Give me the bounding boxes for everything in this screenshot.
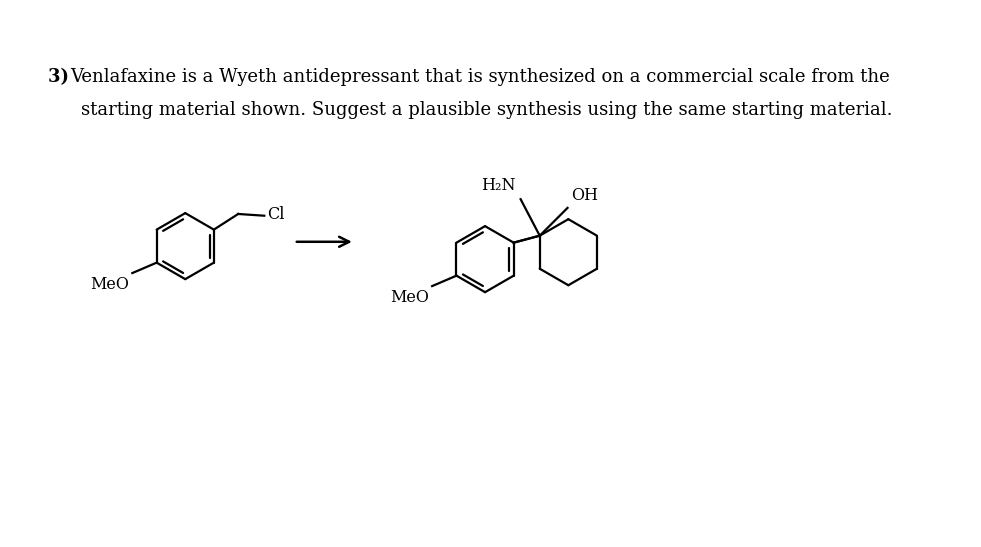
Text: Cl: Cl [267, 206, 284, 223]
Text: 3): 3) [48, 68, 76, 86]
Text: MeO: MeO [389, 289, 429, 306]
Text: Venlafaxine is a Wyeth antidepressant that is synthesized on a commercial scale : Venlafaxine is a Wyeth antidepressant th… [70, 68, 890, 86]
Text: MeO: MeO [90, 276, 129, 293]
Text: OH: OH [571, 188, 598, 205]
Text: H₂N: H₂N [481, 177, 515, 194]
Text: starting material shown. Suggest a plausible synthesis using the same starting m: starting material shown. Suggest a plaus… [81, 101, 893, 119]
